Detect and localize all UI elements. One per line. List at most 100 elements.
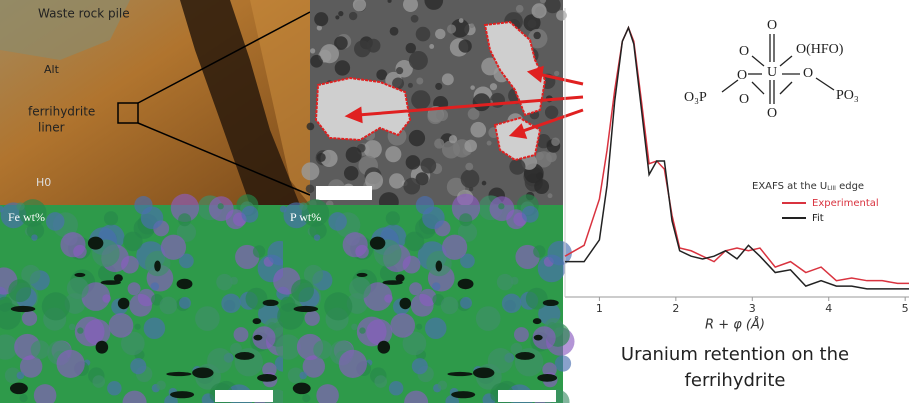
texture bbox=[280, 297, 295, 312]
legend-label: Experimental bbox=[812, 198, 879, 209]
atom: O bbox=[767, 106, 777, 121]
grain bbox=[532, 3, 547, 18]
grain bbox=[459, 39, 472, 52]
grain bbox=[487, 141, 492, 146]
void bbox=[88, 237, 103, 250]
texture bbox=[241, 206, 258, 223]
void bbox=[170, 391, 194, 398]
bond bbox=[722, 80, 738, 92]
texture bbox=[235, 348, 263, 376]
void bbox=[253, 318, 262, 324]
texture bbox=[422, 207, 445, 230]
void bbox=[235, 352, 255, 360]
grain bbox=[473, 93, 491, 111]
grain bbox=[554, 71, 559, 76]
grain bbox=[409, 130, 425, 146]
void bbox=[515, 352, 535, 360]
atom: O(HFO) bbox=[796, 42, 844, 57]
photo-label: Waste rock pile bbox=[38, 7, 130, 21]
texture bbox=[460, 297, 472, 309]
void bbox=[74, 273, 85, 277]
atom: O bbox=[767, 18, 777, 33]
grain bbox=[465, 163, 473, 171]
texture bbox=[22, 311, 37, 326]
grain bbox=[301, 162, 319, 180]
texture bbox=[497, 274, 514, 291]
texture bbox=[144, 317, 166, 339]
grain bbox=[310, 48, 315, 53]
x-tick-label: 4 bbox=[825, 302, 832, 315]
grain bbox=[314, 12, 328, 26]
grain bbox=[344, 166, 359, 181]
grain bbox=[396, 67, 403, 74]
grain bbox=[536, 172, 543, 179]
texture bbox=[57, 350, 85, 378]
series-line bbox=[565, 28, 909, 289]
texture bbox=[441, 297, 459, 315]
grain bbox=[516, 5, 524, 13]
x-axis-label: R + φ (Å) bbox=[705, 317, 765, 333]
x-tick-label: 3 bbox=[749, 302, 756, 315]
texture bbox=[349, 277, 371, 299]
texture bbox=[234, 327, 249, 342]
grain bbox=[435, 29, 445, 39]
scale-bar bbox=[316, 186, 372, 200]
texture bbox=[502, 294, 521, 313]
texture bbox=[409, 282, 422, 295]
texture bbox=[351, 324, 358, 331]
texture bbox=[313, 340, 332, 359]
void bbox=[447, 372, 472, 376]
caption: ferrihydrite bbox=[685, 370, 786, 391]
void bbox=[458, 279, 474, 289]
grain bbox=[335, 60, 350, 75]
annotation-subscript: LIII bbox=[827, 185, 836, 192]
texture bbox=[216, 274, 233, 291]
texture bbox=[123, 232, 143, 252]
grain bbox=[411, 15, 419, 23]
grain bbox=[385, 146, 401, 162]
grain bbox=[470, 122, 486, 138]
void bbox=[383, 280, 403, 285]
grain bbox=[447, 24, 456, 33]
texture bbox=[359, 327, 365, 333]
texture bbox=[246, 288, 268, 310]
texture bbox=[130, 358, 146, 374]
void bbox=[294, 306, 319, 312]
texture bbox=[77, 327, 83, 333]
texture bbox=[533, 245, 545, 257]
void bbox=[96, 341, 109, 354]
texture bbox=[179, 297, 191, 309]
bond bbox=[816, 78, 834, 90]
texture bbox=[19, 394, 27, 402]
atom: O bbox=[739, 44, 749, 59]
void bbox=[192, 368, 213, 379]
map-label: Fe wt% bbox=[8, 210, 45, 224]
atom: O₃P bbox=[684, 90, 707, 105]
grain bbox=[461, 169, 480, 188]
texture bbox=[109, 313, 134, 338]
grain bbox=[389, 173, 404, 188]
texture bbox=[302, 394, 310, 402]
void bbox=[154, 260, 161, 271]
structure: O O O(HFO) O U O O₃P PO₃ O O bbox=[684, 18, 859, 121]
texture bbox=[221, 294, 240, 313]
texture bbox=[128, 282, 141, 295]
void bbox=[293, 383, 311, 395]
bond bbox=[780, 82, 792, 94]
texture bbox=[291, 279, 314, 302]
texture bbox=[104, 211, 118, 225]
fe-map bbox=[0, 194, 294, 403]
grain bbox=[429, 44, 434, 49]
texture bbox=[416, 324, 422, 330]
scale-bar bbox=[215, 390, 273, 402]
texture bbox=[299, 372, 307, 380]
texture bbox=[178, 213, 191, 226]
atom: O bbox=[803, 66, 813, 81]
caption: Uranium retention on the bbox=[621, 344, 849, 365]
void bbox=[11, 306, 36, 312]
void bbox=[118, 298, 129, 310]
void bbox=[263, 300, 279, 306]
grain bbox=[490, 83, 497, 90]
texture bbox=[84, 319, 110, 345]
void bbox=[436, 260, 443, 271]
